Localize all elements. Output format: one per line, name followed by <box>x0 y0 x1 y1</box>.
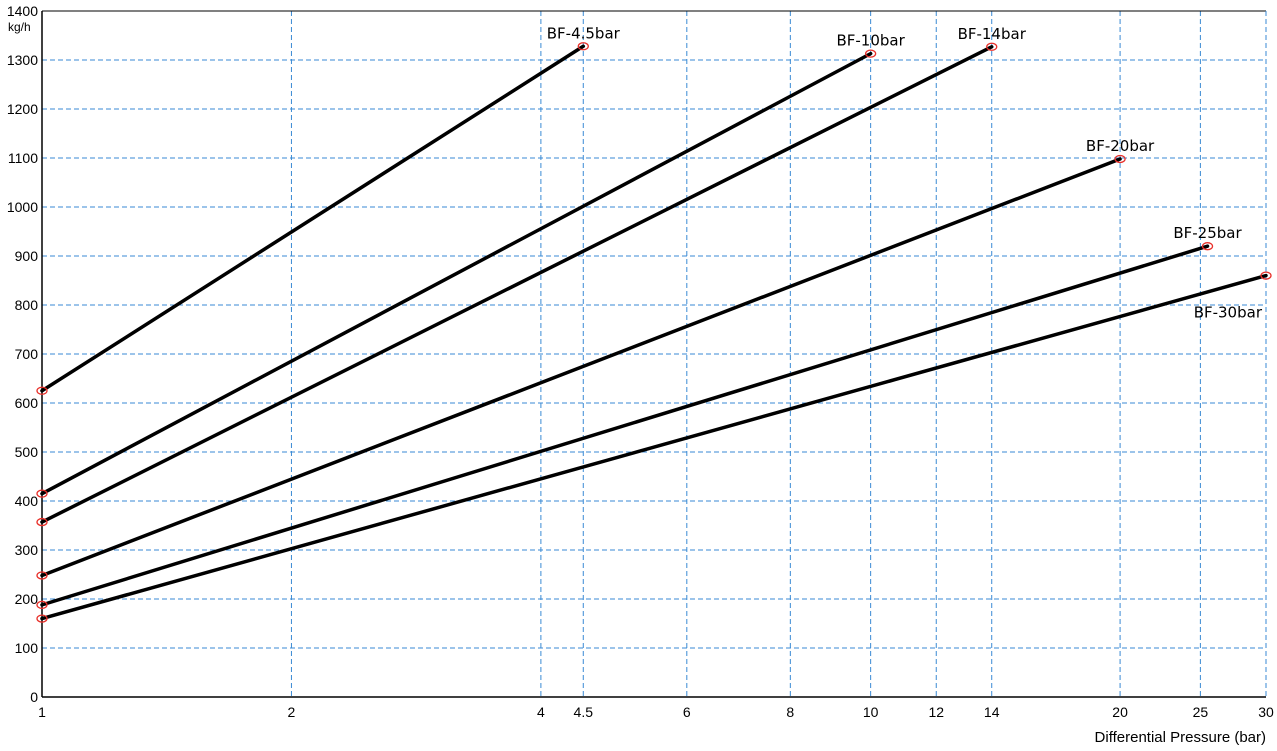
series-label: BF-30bar <box>1194 304 1263 322</box>
series-line <box>40 44 586 393</box>
series-line <box>40 244 1210 607</box>
data-point-marker <box>36 614 48 623</box>
y-tick-label: 0 <box>30 689 38 705</box>
data-point-marker <box>986 42 998 51</box>
series-line <box>40 51 873 496</box>
data-point-marker <box>36 571 48 580</box>
y-tick-label: 200 <box>15 591 39 607</box>
data-point-marker <box>577 42 589 51</box>
data-point-marker <box>36 489 48 498</box>
y-tick-label: 100 <box>15 640 39 656</box>
grid <box>42 11 1266 697</box>
y-unit-label: kg/h <box>8 20 31 34</box>
y-tick-label: 300 <box>15 542 39 558</box>
series-label: BF-4.5bar <box>547 24 621 42</box>
y-tick-label: 1000 <box>7 199 38 215</box>
y-tick-label: 700 <box>15 346 39 362</box>
y-axis-ticks: 0 100 200 300 400 500 600 700 800 900 1000 1100 1200… <box>7 3 38 705</box>
x-tick-label: 4.5 <box>574 704 594 720</box>
x-tick-label: 12 <box>928 704 944 720</box>
axes <box>41 10 1267 698</box>
data-point-marker <box>36 386 48 395</box>
series-label: BF-25bar <box>1173 224 1242 242</box>
x-tick-label: 4 <box>537 704 545 720</box>
y-tick-label: 900 <box>15 248 39 264</box>
x-tick-label: 20 <box>1112 704 1128 720</box>
y-tick-label: 1100 <box>8 150 38 166</box>
series-markers <box>36 42 1272 623</box>
y-tick-label: 1200 <box>7 101 38 117</box>
data-point-marker <box>36 517 48 527</box>
series-labels: BF-4.5bar BF-10bar BF-14bar BF-20bar BF-25ba… <box>547 24 1263 321</box>
data-point-marker <box>1201 242 1214 251</box>
data-point-marker <box>1114 154 1126 164</box>
data-point-marker <box>36 600 48 610</box>
series-label: BF-20bar <box>1086 137 1155 155</box>
y-tick-label: 1300 <box>7 52 38 68</box>
series-line <box>40 273 1268 621</box>
y-tick-label: 800 <box>15 297 39 313</box>
y-tick-label: 500 <box>15 444 39 460</box>
series-label: BF-14bar <box>958 25 1027 43</box>
series-line <box>40 45 994 524</box>
x-tick-label: 6 <box>683 704 691 720</box>
y-tick-label: 600 <box>15 395 39 411</box>
x-axis-title: Differential Pressure (bar) <box>1095 729 1266 746</box>
x-tick-label: 2 <box>288 704 296 720</box>
series-label: BF-10bar <box>836 32 905 50</box>
x-tick-label: 14 <box>984 704 1000 720</box>
x-tick-label: 8 <box>786 704 794 720</box>
x-tick-label: 30 <box>1258 704 1274 720</box>
x-tick-label: 10 <box>863 704 879 720</box>
x-tick-label: 25 <box>1193 704 1209 720</box>
x-tick-label: 1 <box>38 704 46 720</box>
series-line <box>40 157 1122 578</box>
data-point-marker <box>864 49 877 58</box>
data-point-marker <box>1260 271 1272 280</box>
series-lines <box>40 44 1268 621</box>
y-tick-label: 1400 <box>7 3 38 19</box>
y-tick-label: 400 <box>15 493 39 509</box>
x-axis-ticks: 1 2 4 4.5 6 8 10 12 14 20 25 30 <box>38 704 1274 720</box>
